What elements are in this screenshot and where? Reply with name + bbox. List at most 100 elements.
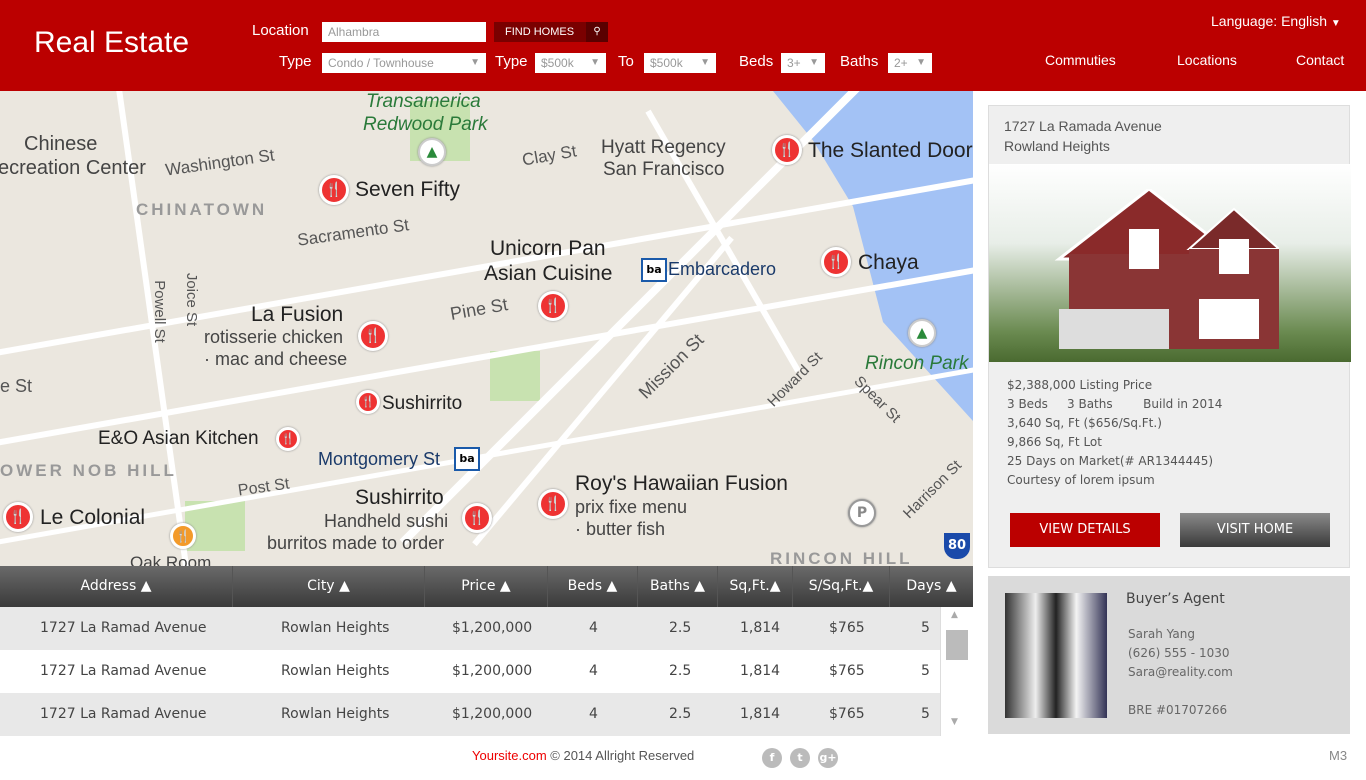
table-row[interactable]: 1727 La Ramad Avenue Rowlan Heights $1,200… xyxy=(0,650,940,693)
sort-asc-icon: ▲ xyxy=(606,578,618,594)
cell-city: Rowlan Heights xyxy=(281,620,390,636)
map-label: Rincon Park xyxy=(865,353,969,374)
address-line1: 1727 La Ramada Avenue xyxy=(1004,118,1162,134)
map-label: The Slanted Door xyxy=(808,139,973,162)
sort-asc-icon: ▲ xyxy=(769,578,781,594)
map-label: Hyatt Regency xyxy=(601,137,726,158)
restaurant-pin-icon[interactable]: 🍴 xyxy=(538,291,568,321)
table-row[interactable]: 1727 La Ramad Avenue Rowlan Heights $1,200… xyxy=(0,693,940,736)
map-label: rotisserie chicken xyxy=(204,327,344,347)
nav-locations[interactable]: Locations xyxy=(1177,52,1237,68)
logo[interactable]: Real Estate xyxy=(34,26,190,59)
footer-copyright: Yoursite.com © 2014 Allright Reserved xyxy=(472,748,694,763)
transit-station-icon[interactable]: ba xyxy=(454,447,480,471)
map-label: Asian Cuisine xyxy=(484,262,613,285)
google-plus-icon[interactable]: g+ xyxy=(818,748,838,768)
scroll-up-icon[interactable]: ▲ xyxy=(951,610,958,620)
listing-photo[interactable] xyxy=(989,164,1351,362)
language-selector[interactable]: Language: English ▼ xyxy=(1211,13,1341,29)
column-label: Sq,Ft. xyxy=(729,578,770,594)
restaurant-pin-icon[interactable]: 🍴 xyxy=(3,502,33,532)
map-label: RINCON HILL xyxy=(770,549,913,566)
cell-price: $1,200,000 xyxy=(452,706,533,722)
language-label: Language: xyxy=(1211,13,1278,29)
price-to-select[interactable]: $500k ▼ xyxy=(644,53,716,73)
nav-contact[interactable]: Contact xyxy=(1296,52,1345,68)
park-tree-icon[interactable]: ▲ xyxy=(418,138,446,166)
highway-80-icon: 80 xyxy=(944,533,970,559)
listing-info: $2,388,000 Listing Price 3 Beds 3 Baths … xyxy=(1007,376,1222,490)
listing-lot: 9,866 Sq, Ft Lot xyxy=(1007,435,1102,449)
table-scrollbar[interactable]: ▲ ▼ xyxy=(940,607,973,736)
cafe-pin-icon[interactable]: 🍴 xyxy=(170,523,196,549)
cell-days: 5 xyxy=(921,663,930,679)
column-label: Beds xyxy=(567,578,603,594)
location-input[interactable]: Alhambra xyxy=(322,22,486,42)
map-label: Redwood Park xyxy=(363,114,488,135)
column-price-per-sqft[interactable]: S/Sq,Ft.▲ xyxy=(793,566,890,607)
column-city[interactable]: City ▲ xyxy=(233,566,425,607)
agent-email[interactable]: Sara@reality.com xyxy=(1128,665,1233,679)
scroll-down-icon[interactable]: ▼ xyxy=(951,717,958,727)
baths-label: Baths xyxy=(840,53,879,70)
park-tree-icon[interactable]: ▲ xyxy=(908,319,936,347)
location-value: Alhambra xyxy=(328,25,380,39)
nav-communities[interactable]: Commuties xyxy=(1045,52,1116,68)
map-label: La Fusion xyxy=(251,303,344,326)
baths-select[interactable]: 2+ ▼ xyxy=(888,53,932,73)
chevron-down-icon: ▼ xyxy=(590,57,600,68)
restaurant-pin-icon[interactable]: 🍴 xyxy=(462,503,492,533)
cell-beds: 4 xyxy=(589,620,598,636)
column-days[interactable]: Days ▲ xyxy=(890,566,973,607)
restaurant-pin-icon[interactable]: 🍴 xyxy=(319,175,349,205)
restaurant-pin-icon[interactable]: 🍴 xyxy=(356,390,380,414)
baths-value: 2+ xyxy=(894,56,908,70)
column-beds[interactable]: Beds ▲ xyxy=(548,566,638,607)
column-address[interactable]: Address ▲ xyxy=(0,566,233,607)
restaurant-pin-icon[interactable]: 🍴 xyxy=(538,489,568,519)
cell-sqft: 1,814 xyxy=(740,706,781,722)
footer-site-link[interactable]: Yoursite.com xyxy=(472,748,547,763)
listing-address[interactable]: 1727 La Ramada Avenue Rowland Heights xyxy=(989,106,1349,166)
find-homes-button[interactable]: FIND HOMES ⚲ xyxy=(494,22,608,42)
map-label: Sushirrito xyxy=(382,393,463,414)
visit-home-button[interactable]: VISIT HOME xyxy=(1180,513,1330,547)
facebook-icon[interactable]: f xyxy=(762,748,782,768)
map[interactable]: Transamerica Redwood Park Chinese ecreat… xyxy=(0,91,973,566)
agent-title: Buyer’s Agent xyxy=(1126,591,1225,607)
view-details-button[interactable]: VIEW DETAILS xyxy=(1010,513,1160,547)
cell-price: $1,200,000 xyxy=(452,663,533,679)
column-price[interactable]: Price ▲ xyxy=(425,566,548,607)
cell-days: 5 xyxy=(921,620,930,636)
restaurant-pin-icon[interactable]: 🍴 xyxy=(821,247,851,277)
beds-value: 3+ xyxy=(787,56,801,70)
sort-asc-icon: ▲ xyxy=(499,578,511,594)
restaurant-pin-icon[interactable]: 🍴 xyxy=(276,427,300,451)
chevron-down-icon: ▼ xyxy=(916,57,926,68)
cell-price: $1,200,000 xyxy=(452,620,533,636)
restaurant-pin-icon[interactable]: 🍴 xyxy=(772,135,802,165)
map-label: San Francisco xyxy=(603,159,725,180)
language-value: English xyxy=(1281,13,1327,29)
cell-address: 1727 La Ramad Avenue xyxy=(40,663,207,679)
agent-photo xyxy=(1005,593,1107,718)
column-sqft[interactable]: Sq,Ft.▲ xyxy=(718,566,793,607)
transit-station-icon[interactable]: ba xyxy=(641,258,667,282)
price-from-select[interactable]: $500k ▼ xyxy=(535,53,606,73)
twitter-icon[interactable]: t xyxy=(790,748,810,768)
map-label: Roy's Hawaiian Fusion xyxy=(575,472,788,495)
search-icon: ⚲ xyxy=(586,22,608,42)
beds-select[interactable]: 3+ ▼ xyxy=(781,53,825,73)
cell-baths: 2.5 xyxy=(669,706,692,722)
type-select[interactable]: Condo / Townhouse ▼ xyxy=(322,53,486,73)
scrollbar-thumb[interactable] xyxy=(946,630,968,660)
table-row[interactable]: 1727 La Ramad Avenue Rowlan Heights $1,200… xyxy=(0,607,940,650)
parking-icon[interactable]: P xyxy=(848,499,876,527)
agent-phone[interactable]: (626) 555 - 1030 xyxy=(1128,646,1230,660)
address-line2: Rowland Heights xyxy=(1004,138,1110,154)
column-baths[interactable]: Baths ▲ xyxy=(638,566,718,607)
map-label: Embarcadero xyxy=(668,259,777,279)
chevron-down-icon: ▼ xyxy=(470,57,480,68)
agent-bre: BRE #01707266 xyxy=(1128,703,1228,717)
restaurant-pin-icon[interactable]: 🍴 xyxy=(358,321,388,351)
